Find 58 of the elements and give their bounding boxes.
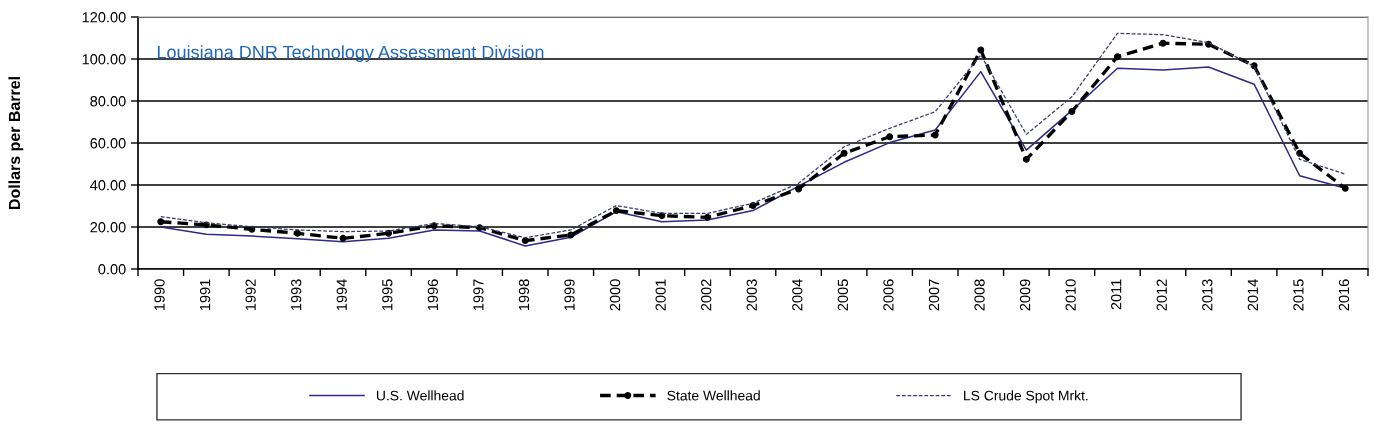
x-tick-label: 2007: [928, 279, 940, 311]
x-tick-label: 1993: [291, 279, 302, 311]
x-tick-label: 2011: [1111, 279, 1122, 310]
point: [339, 234, 347, 242]
point: [1113, 53, 1121, 61]
y-tick-label: 20.00: [90, 222, 126, 233]
point: [612, 207, 620, 215]
x-tick-label: 2000: [609, 279, 621, 311]
point: [977, 46, 985, 54]
point: [567, 231, 575, 239]
x-tick-label: 1998: [518, 279, 530, 311]
point: [840, 149, 848, 157]
x-tick-label: 1991: [199, 279, 211, 311]
x-tick-label: 2015: [1293, 279, 1304, 311]
y-tick-label: 80.00: [90, 96, 126, 107]
x-tick-label: 1997: [473, 279, 484, 311]
point: [749, 202, 757, 210]
x-tick-label: 1994: [336, 279, 347, 311]
x-tick-label: 1995: [382, 279, 393, 311]
point: [1022, 155, 1030, 163]
x-tick-label: 2004: [792, 279, 803, 311]
point: [1159, 39, 1167, 47]
x-tick-label: 1999: [564, 279, 575, 311]
x-tick-label: 2006: [883, 279, 894, 311]
x-tick-label: 2012: [1156, 279, 1167, 311]
point: [658, 212, 666, 220]
y-tick-label: 40.00: [90, 180, 126, 191]
y-tick-label: 0.00: [98, 264, 126, 275]
point: [1341, 184, 1349, 192]
x-tick-label: 2003: [746, 279, 757, 311]
x-tick-label: 1996: [427, 279, 439, 311]
point: [703, 213, 711, 221]
point: [1296, 149, 1304, 157]
legend-label: LS Crude Spot Mrkt.: [964, 390, 1088, 404]
y-axis-title: Dollars per Barrel: [8, 77, 24, 209]
point: [293, 229, 301, 237]
point: [157, 218, 165, 226]
point: [931, 131, 939, 139]
y-tick-label: 60.00: [90, 138, 126, 149]
point: [1068, 108, 1076, 115]
legend-label: State Wellhead: [667, 390, 760, 401]
x-tick-label: 1990: [154, 279, 165, 311]
x-tick-label: 2009: [1019, 279, 1031, 311]
point: [886, 133, 894, 141]
x-tick-label: 1992: [245, 279, 256, 311]
x-tick-label: 2001: [655, 279, 666, 311]
x-tick-label: 2014: [1247, 279, 1259, 311]
y-tick-label: 100.00: [82, 54, 126, 65]
x-tick-label: 2013: [1202, 279, 1213, 311]
x-tick-label: 2002: [701, 279, 712, 311]
legend-label: U.S. Wellhead: [376, 390, 464, 401]
x-tick-label: 2008: [974, 279, 985, 311]
y-tick-label: 120.00: [82, 12, 126, 23]
x-tick-label: 2016: [1338, 279, 1350, 311]
x-tick-label: 2010: [1065, 279, 1076, 311]
point: [521, 237, 529, 245]
x-tick-label: 2005: [837, 279, 849, 311]
point: [795, 185, 803, 193]
